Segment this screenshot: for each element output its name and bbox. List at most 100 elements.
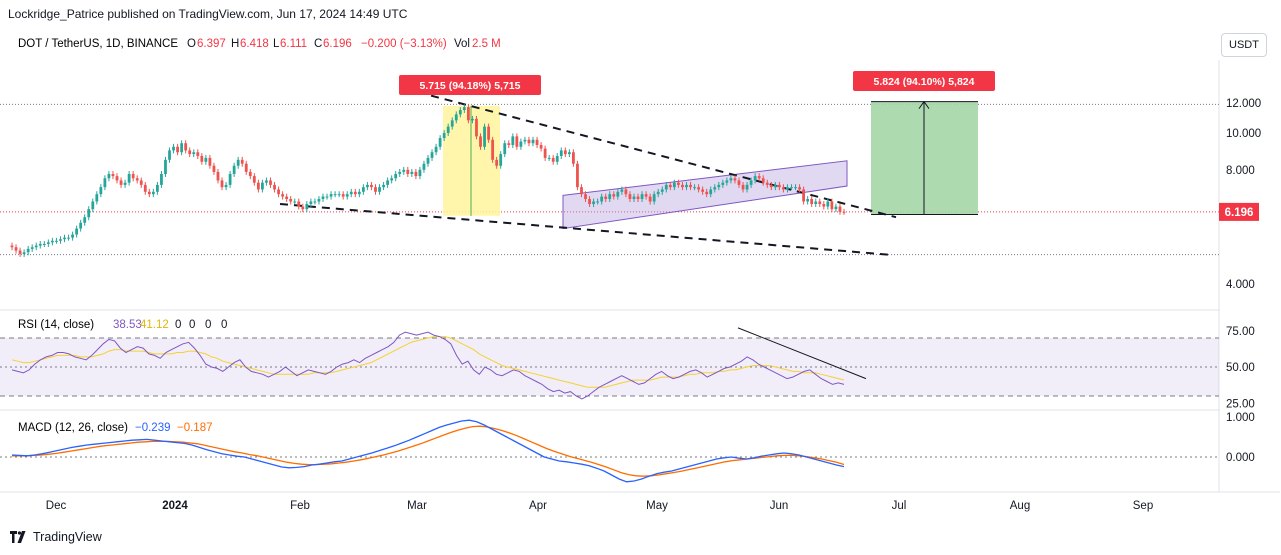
candle[interactable] bbox=[608, 194, 612, 200]
candle[interactable] bbox=[95, 194, 99, 202]
candle[interactable] bbox=[317, 199, 321, 202]
candle[interactable] bbox=[636, 196, 640, 200]
candle[interactable] bbox=[612, 194, 616, 197]
candle[interactable] bbox=[79, 222, 83, 229]
candle[interactable] bbox=[442, 133, 446, 139]
candle[interactable] bbox=[34, 245, 38, 248]
candle[interactable] bbox=[818, 201, 822, 205]
candle[interactable] bbox=[430, 152, 434, 158]
candle[interactable] bbox=[495, 159, 499, 166]
candle[interactable] bbox=[386, 180, 390, 185]
candle[interactable] bbox=[337, 194, 341, 196]
candle[interactable] bbox=[656, 191, 660, 195]
candle[interactable] bbox=[834, 206, 838, 210]
candle[interactable] bbox=[50, 240, 54, 243]
candle[interactable] bbox=[261, 182, 264, 190]
candle[interactable] bbox=[624, 189, 628, 195]
candle[interactable] bbox=[838, 206, 842, 212]
candle[interactable] bbox=[721, 182, 725, 185]
candle[interactable] bbox=[256, 182, 260, 190]
candle[interactable] bbox=[204, 157, 208, 162]
candle[interactable] bbox=[224, 184, 228, 188]
candle[interactable] bbox=[378, 187, 381, 192]
candle[interactable] bbox=[685, 184, 688, 188]
candle[interactable] bbox=[176, 146, 179, 153]
candle[interactable] bbox=[196, 152, 200, 156]
candle[interactable] bbox=[42, 243, 46, 245]
candle[interactable] bbox=[592, 201, 595, 205]
candle[interactable] bbox=[410, 171, 414, 174]
candle[interactable] bbox=[325, 196, 329, 198]
candle[interactable] bbox=[798, 187, 801, 190]
candle[interactable] bbox=[333, 194, 337, 196]
candle[interactable] bbox=[725, 180, 729, 183]
candle[interactable] bbox=[127, 173, 131, 183]
candle[interactable] bbox=[640, 194, 644, 200]
candle[interactable] bbox=[499, 154, 503, 166]
candle[interactable] bbox=[398, 171, 402, 174]
candle[interactable] bbox=[551, 157, 555, 162]
candle[interactable] bbox=[155, 184, 159, 192]
candle[interactable] bbox=[547, 157, 551, 159]
candle[interactable] bbox=[681, 184, 684, 188]
candle[interactable] bbox=[814, 201, 818, 205]
candle[interactable] bbox=[563, 150, 567, 155]
candle[interactable] bbox=[107, 173, 111, 179]
candle[interactable] bbox=[30, 247, 34, 249]
candle[interactable] bbox=[297, 201, 301, 207]
candle[interactable] bbox=[10, 245, 14, 248]
candle[interactable] bbox=[103, 178, 107, 188]
candle[interactable] bbox=[644, 194, 648, 197]
candle[interactable] bbox=[422, 163, 426, 170]
candle[interactable] bbox=[248, 171, 252, 177]
candle[interactable] bbox=[741, 184, 745, 190]
candle[interactable] bbox=[46, 242, 50, 244]
candle[interactable] bbox=[236, 159, 240, 166]
candle[interactable] bbox=[200, 155, 204, 162]
candle[interactable] bbox=[475, 118, 478, 137]
candle[interactable] bbox=[135, 178, 139, 181]
candle[interactable] bbox=[180, 143, 184, 153]
candle[interactable] bbox=[151, 191, 155, 195]
candle[interactable] bbox=[648, 196, 652, 202]
signal-line[interactable] bbox=[12, 425, 845, 477]
candle[interactable] bbox=[454, 114, 458, 121]
candle[interactable] bbox=[773, 184, 777, 188]
candle[interactable] bbox=[18, 250, 22, 254]
candle[interactable] bbox=[462, 107, 466, 111]
candle[interactable] bbox=[571, 152, 575, 164]
rsi-trendline[interactable] bbox=[737, 327, 867, 380]
macd-pane[interactable] bbox=[0, 419, 1219, 483]
candle[interactable] bbox=[345, 194, 349, 197]
candle[interactable] bbox=[559, 150, 563, 156]
candle[interactable] bbox=[543, 148, 547, 158]
candle[interactable] bbox=[168, 150, 171, 160]
candle[interactable] bbox=[418, 169, 422, 177]
price-pane[interactable]: 5.715 (94.18%) 5,715 5.824 (94.10%) 5,824 bbox=[0, 71, 1219, 257]
rsi-line[interactable] bbox=[11, 331, 845, 400]
candle[interactable] bbox=[208, 157, 212, 166]
candle[interactable] bbox=[600, 196, 604, 202]
candle[interactable] bbox=[753, 176, 757, 181]
candle[interactable] bbox=[567, 152, 571, 155]
candle[interactable] bbox=[370, 184, 373, 188]
candle[interactable] bbox=[527, 139, 531, 144]
candle[interactable] bbox=[786, 187, 789, 190]
candle[interactable] bbox=[769, 184, 773, 188]
candle[interactable] bbox=[458, 110, 462, 115]
candle[interactable] bbox=[265, 180, 268, 183]
candle[interactable] bbox=[604, 196, 608, 200]
candle[interactable] bbox=[212, 165, 216, 172]
candle[interactable] bbox=[511, 136, 515, 145]
candle[interactable] bbox=[515, 136, 519, 147]
candle[interactable] bbox=[402, 169, 406, 172]
candle[interactable] bbox=[596, 201, 600, 203]
candle[interactable] bbox=[67, 237, 70, 239]
candle[interactable] bbox=[677, 182, 680, 185]
candle[interactable] bbox=[361, 187, 365, 192]
candle[interactable] bbox=[289, 199, 293, 202]
candle[interactable] bbox=[115, 176, 119, 181]
candle[interactable] bbox=[63, 237, 66, 240]
candle[interactable] bbox=[531, 139, 535, 144]
candle[interactable] bbox=[172, 146, 175, 151]
